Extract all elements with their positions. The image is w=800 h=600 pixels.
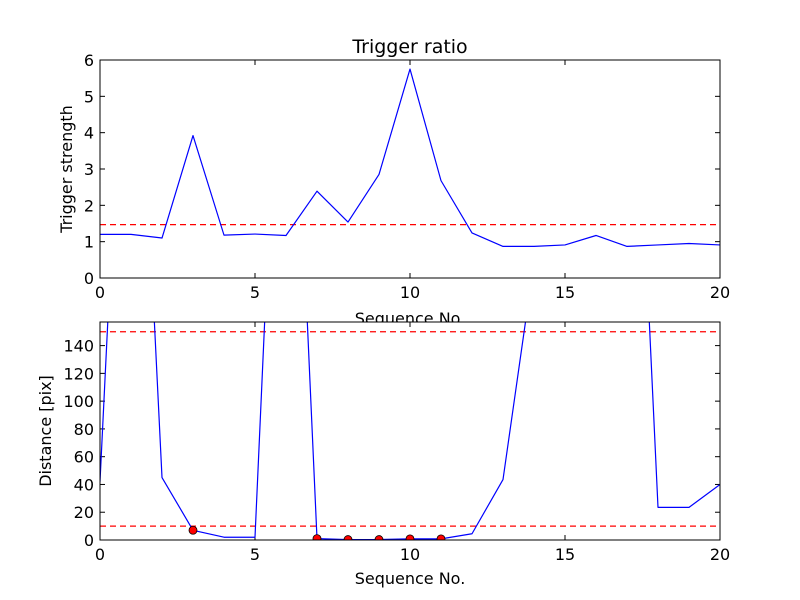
top-y-tick-label: 1 [84,233,94,252]
bottom-ticks: 0 5 10 15 20 0 20 40 60 80 100 120 140 [63,322,730,564]
bottom-y-axis-label: Distance [pix] [36,375,55,487]
bottom-y-tick-label: 20 [74,503,94,522]
bottom-data-marker [312,534,322,540]
bottom-x-tick-label: 20 [710,545,730,564]
bottom-threshold-lines [100,331,720,527]
bottom-data-marker [436,534,446,540]
top-y-tick-label: 2 [84,196,94,215]
bottom-y-tick-label: 100 [63,392,94,411]
bottom-y-tick-label: 120 [63,364,94,383]
top-y-axis-label: Trigger strength [57,105,76,234]
top-chart-title: Trigger ratio [351,36,467,58]
bottom-y-tick-label: 80 [74,420,94,439]
top-x-tick-label: 0 [95,283,105,302]
top-y-tick-label: 6 [84,51,94,70]
bottom-y-tick-label: 140 [63,337,94,356]
bottom-y-tick-label: 0 [84,531,94,550]
bottom-x-tick-label: 15 [555,545,575,564]
top-y-tick-label: 0 [84,269,94,288]
top-axes-frame [99,59,721,279]
top-y-tick-label: 5 [84,87,94,106]
bottom-plot-area [100,322,720,540]
top-x-tick-label: 20 [710,283,730,302]
bottom-y-tick-label: 60 [74,448,94,467]
bottom-data-marker [405,534,415,540]
bottom-data-marker [188,525,198,535]
bottom-x-tick-label: 0 [95,545,105,564]
top-series-group [100,68,720,247]
top-x-tick-label: 10 [400,283,420,302]
bottom-x-tick-label: 5 [250,545,260,564]
top-plot-area [100,68,720,247]
top-y-tick-label: 3 [84,160,94,179]
top-ticks: 0 5 10 15 20 0 1 2 3 4 5 6 [84,51,730,302]
bottom-markers-group [188,525,446,540]
top-y-tick-label: 4 [84,124,94,143]
top-x-tick-label: 15 [555,283,575,302]
bottom-x-axis-label: Sequence No. [355,569,466,588]
top-x-tick-label: 5 [250,283,260,302]
bottom-axes-frame [99,321,721,541]
bottom-x-tick-label: 10 [400,545,420,564]
bottom-y-tick-label: 40 [74,475,94,494]
bottom-axes-background [100,322,720,540]
top-series-line [100,68,720,247]
